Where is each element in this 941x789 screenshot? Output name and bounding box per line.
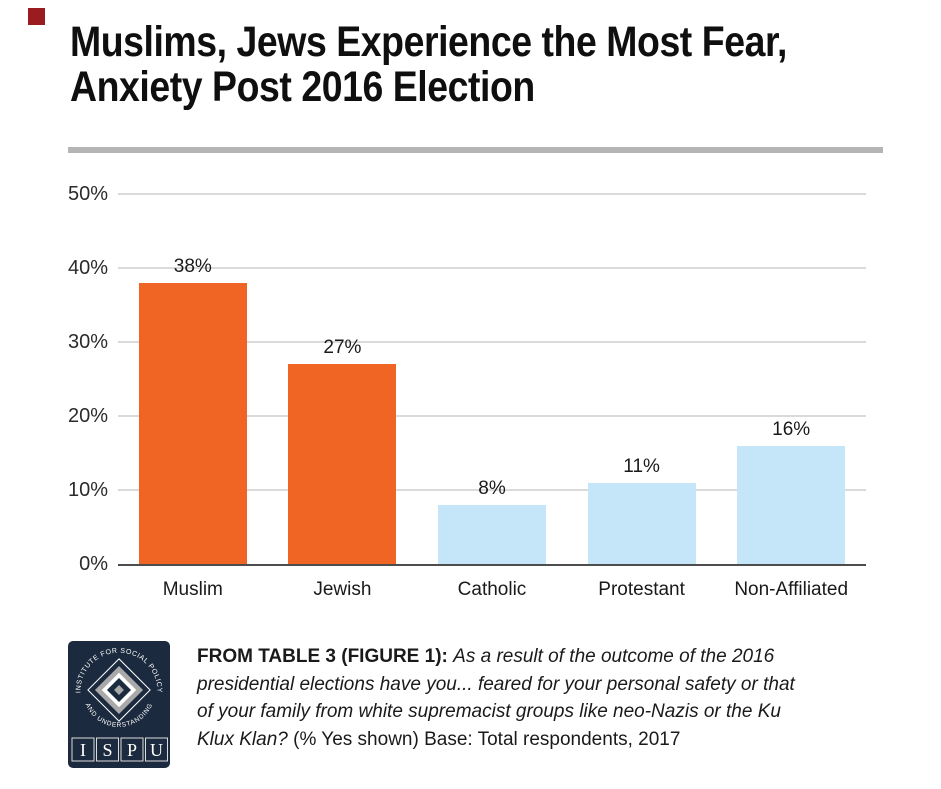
caption-line: FROM TABLE 3 (FIGURE 1): As a result of … — [197, 643, 873, 671]
diamond-emblem — [87, 658, 151, 722]
gridline — [118, 341, 866, 343]
title-separator-rule — [68, 147, 883, 153]
y-tick-label: 30% — [67, 331, 108, 353]
bar-value-label: 8% — [478, 478, 506, 499]
category-label: Muslim — [162, 579, 223, 600]
caption-segment-italic: As a result of the outcome of the 2016 — [453, 646, 775, 667]
figure-title: Muslims, Jews Experience the Most Fear, … — [70, 20, 894, 110]
bar-value-label: 27% — [323, 337, 362, 358]
figure-title-line2: Anxiety Post 2016 Election — [70, 63, 535, 111]
logo-letter-s: S — [102, 740, 112, 760]
category-label: Catholic — [457, 579, 527, 600]
y-tick-label: 40% — [67, 257, 108, 279]
caption-line: of your family from white supremacist gr… — [197, 698, 873, 726]
caption-line: presidential elections have you... feare… — [197, 671, 873, 699]
bar — [438, 505, 546, 564]
bar-value-label: 16% — [772, 419, 811, 440]
bar — [288, 364, 397, 564]
corner-accent-square — [28, 8, 45, 25]
logo-letter-i: I — [80, 740, 86, 760]
x-axis-line — [118, 564, 866, 566]
gridline — [118, 415, 866, 417]
caption-line: Klux Klan? (% Yes shown) Base: Total res… — [197, 726, 873, 754]
bar-value-label: 38% — [173, 256, 212, 277]
category-label: Protestant — [598, 579, 685, 600]
logo-letter-p: P — [127, 740, 137, 760]
bar — [138, 283, 247, 564]
figure-caption: FROM TABLE 3 (FIGURE 1): As a result of … — [197, 643, 873, 753]
category-label: Non-Affiliated — [734, 579, 849, 600]
category-label: Jewish — [313, 579, 372, 600]
ispu-logo: INSTITUTE FOR SOCIAL POLICY AND UNDERSTA… — [68, 641, 170, 768]
logo-letter-u: U — [150, 740, 163, 760]
bar-chart: 0% 10% 20% 30% 40% 50% 38% Muslim 27% Jewish 8% Cat… — [67, 183, 866, 600]
y-tick-label: 0% — [79, 553, 108, 575]
y-tick-label: 50% — [67, 183, 108, 205]
gridline — [118, 267, 866, 269]
y-tick-label: 10% — [67, 479, 108, 501]
figure-title-line1: Muslims, Jews Experience the Most Fear, — [70, 18, 787, 66]
caption-segment-italic: Klux Klan? — [197, 728, 294, 750]
y-tick-label: 20% — [67, 405, 108, 427]
bar — [737, 446, 846, 564]
bar — [587, 483, 696, 564]
caption-segment-bold: FROM TABLE 3 (FIGURE 1): — [197, 646, 454, 667]
bar-value-label: 11% — [623, 456, 660, 477]
caption-segment-italic: of your family from white supremacist gr… — [197, 701, 781, 722]
gridline — [118, 489, 866, 491]
caption-segment-italic: presidential elections have you... feare… — [197, 673, 795, 695]
logo-letter-boxes: I S P U — [71, 737, 168, 762]
gridline — [118, 193, 866, 195]
caption-segment-regular: (% Yes shown) Base: Total respondents, 2… — [293, 728, 681, 750]
